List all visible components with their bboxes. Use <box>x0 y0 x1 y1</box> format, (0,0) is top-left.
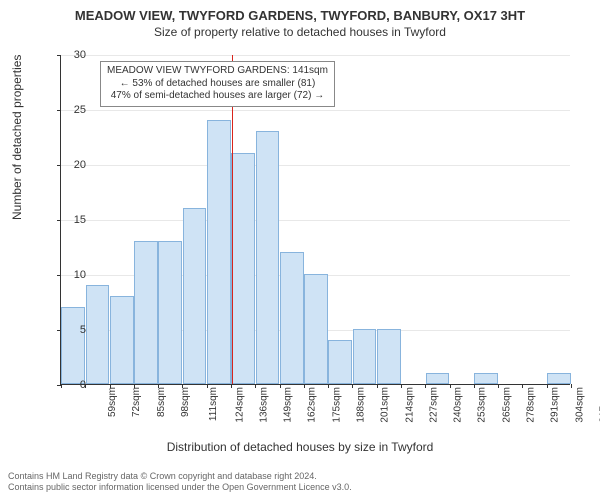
y-axis-label: Number of detached properties <box>10 55 24 220</box>
x-tick-mark <box>401 384 402 388</box>
y-tick-label: 20 <box>56 159 86 171</box>
annotation-box: MEADOW VIEW TWYFORD GARDENS: 141sqm← 53%… <box>100 61 335 107</box>
histogram-bar <box>158 241 182 384</box>
histogram-bar <box>183 208 207 384</box>
y-tick-label: 10 <box>56 269 86 281</box>
x-tick-mark <box>134 384 135 388</box>
x-tick-mark <box>280 384 281 388</box>
y-tick-label: 5 <box>56 324 86 336</box>
histogram-bar <box>86 285 110 384</box>
footer-line-2: Contains public sector information licen… <box>8 482 352 494</box>
x-tick-mark <box>110 384 111 388</box>
y-tick-label: 25 <box>56 104 86 116</box>
histogram-bar <box>134 241 158 384</box>
x-tick-mark <box>425 384 426 388</box>
x-tick-mark <box>158 384 159 388</box>
x-tick-mark <box>498 384 499 388</box>
x-tick-label: 201sqm <box>380 387 391 423</box>
y-tick-label: 0 <box>56 379 86 391</box>
annotation-line: 47% of semi-detached houses are larger (… <box>107 90 328 103</box>
histogram-bar <box>280 252 304 384</box>
x-tick-label: 85sqm <box>156 387 167 417</box>
x-tick-label: 188sqm <box>356 387 367 423</box>
x-tick-label: 214sqm <box>404 387 415 423</box>
x-tick-label: 162sqm <box>307 387 318 423</box>
x-tick-mark <box>207 384 208 388</box>
grid-line <box>61 55 570 56</box>
x-tick-mark <box>182 384 183 388</box>
x-tick-mark <box>571 384 572 388</box>
x-tick-label: 111sqm <box>208 387 219 421</box>
x-tick-label: 265sqm <box>501 387 512 423</box>
x-tick-mark <box>352 384 353 388</box>
annotation-line: MEADOW VIEW TWYFORD GARDENS: 141sqm <box>107 65 328 78</box>
footer-attribution: Contains HM Land Registry data © Crown c… <box>8 471 352 494</box>
x-tick-mark <box>328 384 329 388</box>
grid-line <box>61 165 570 166</box>
histogram-bar <box>231 153 255 384</box>
figure: MEADOW VIEW, TWYFORD GARDENS, TWYFORD, B… <box>0 0 600 500</box>
x-tick-label: 227sqm <box>428 387 439 423</box>
x-tick-mark <box>255 384 256 388</box>
x-tick-label: 304sqm <box>574 387 585 423</box>
x-tick-mark <box>522 384 523 388</box>
x-tick-mark <box>547 384 548 388</box>
y-tick-label: 30 <box>56 49 86 61</box>
histogram-bar <box>207 120 231 384</box>
histogram-bar <box>377 329 401 384</box>
title-sub: Size of property relative to detached ho… <box>0 23 600 39</box>
x-tick-label: 278sqm <box>526 387 537 423</box>
x-tick-label: 149sqm <box>283 387 294 423</box>
x-tick-mark <box>231 384 232 388</box>
chart-area: 59sqm72sqm85sqm98sqm111sqm124sqm136sqm14… <box>60 55 570 385</box>
histogram-bar <box>61 307 85 384</box>
histogram-bar <box>328 340 352 384</box>
annotation-line: ← 53% of detached houses are smaller (81… <box>107 78 328 91</box>
x-axis-label: Distribution of detached houses by size … <box>0 440 600 454</box>
x-tick-label: 291sqm <box>550 387 561 423</box>
x-tick-label: 98sqm <box>180 387 191 417</box>
x-tick-mark <box>474 384 475 388</box>
x-tick-label: 136sqm <box>258 387 269 423</box>
grid-line <box>61 110 570 111</box>
x-tick-label: 59sqm <box>107 387 118 417</box>
x-tick-mark <box>377 384 378 388</box>
footer-line-1: Contains HM Land Registry data © Crown c… <box>8 471 352 483</box>
x-tick-label: 72sqm <box>131 387 142 417</box>
x-tick-label: 175sqm <box>331 387 342 423</box>
histogram-bar <box>426 373 450 384</box>
histogram-bar <box>474 373 498 384</box>
x-tick-label: 240sqm <box>453 387 464 423</box>
x-tick-mark <box>450 384 451 388</box>
title-main: MEADOW VIEW, TWYFORD GARDENS, TWYFORD, B… <box>0 0 600 23</box>
grid-line <box>61 220 570 221</box>
x-tick-label: 253sqm <box>477 387 488 423</box>
histogram-bar <box>353 329 377 384</box>
x-tick-label: 124sqm <box>234 387 245 423</box>
x-tick-mark <box>304 384 305 388</box>
y-tick-label: 15 <box>56 214 86 226</box>
histogram-bar <box>547 373 571 384</box>
histogram-bar <box>256 131 280 384</box>
histogram-bar <box>110 296 134 384</box>
histogram-bar <box>304 274 328 384</box>
